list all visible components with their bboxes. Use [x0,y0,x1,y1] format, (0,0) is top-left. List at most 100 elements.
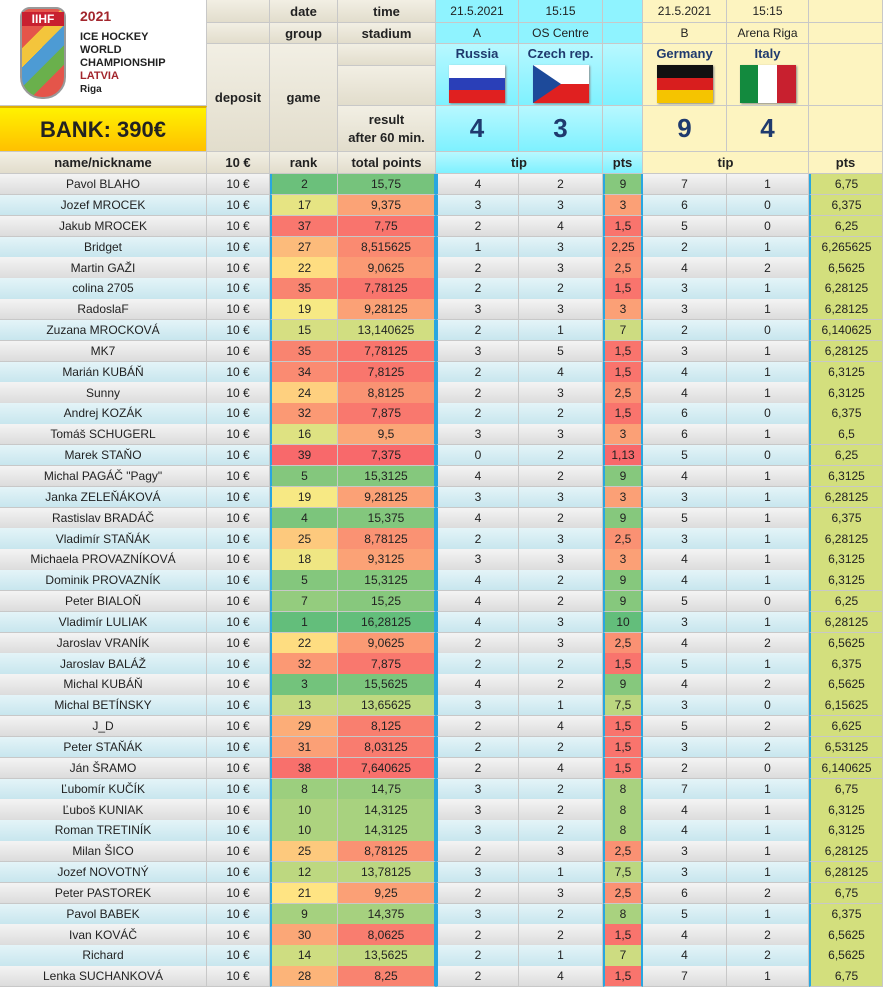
rank: 10 [270,799,338,821]
tip1-away: 2 [519,820,603,842]
rank: 24 [270,382,338,404]
tip2-away: 2 [727,882,809,905]
pts2: 6,3125 [809,361,883,383]
deposit: 10 € [207,174,270,196]
rank: 30 [270,924,338,946]
pts2: 6,375 [809,903,883,925]
pts2: 6,3125 [809,799,883,821]
pts2: 6,25 [809,215,883,238]
pts1: 3 [603,486,643,509]
player-name: Zuzana MROCKOVÁ [0,319,207,342]
deposit: 10 € [207,841,270,863]
result-label-2: after 60 min. [348,129,425,145]
pts1: 9 [603,465,643,488]
tip2-home: 3 [643,695,727,717]
tip1-away: 4 [519,361,603,383]
tip1-away: 2 [519,799,603,821]
tip2-away: 2 [727,257,809,279]
tip1-home: 4 [436,590,519,613]
pts1: 9 [603,507,643,529]
rank: 19 [270,299,338,321]
tip1-home: 4 [436,674,519,696]
tip1-away: 2 [519,903,603,925]
pts2: 6,75 [809,778,883,800]
tip1-home: 2 [436,653,519,675]
blank-cell [338,44,436,66]
player-name: Jaroslav VRANÍK [0,632,207,654]
blank-cell [603,106,643,152]
tip2-home: 4 [643,799,727,821]
rank: 27 [270,236,338,258]
tip1-home: 2 [436,924,519,946]
pts2: 6,140625 [809,757,883,780]
player-name: Vladimír STAŇÁK [0,528,207,550]
pts1: 1,13 [603,445,643,467]
game2-date: 21.5.2021 [643,0,727,23]
tip1-home: 3 [436,549,519,571]
tip1-away: 1 [519,861,603,884]
rank: 32 [270,403,338,425]
tip1-home: 2 [436,716,519,738]
total-points: 14,375 [338,903,436,925]
player-name: Roman TRETINÍK [0,820,207,842]
tip1-away: 3 [519,486,603,509]
deposit: 10 € [207,528,270,550]
logo-year: 2021 [80,7,112,24]
tip1-away: 3 [519,236,603,258]
tip2-home: 4 [643,945,727,967]
player-name: Rastislav BRADÁČ [0,507,207,529]
deposit: 10 € [207,361,270,383]
rank: 35 [270,278,338,300]
total-points: 7,875 [338,403,436,425]
tip1-away: 2 [519,507,603,529]
total-column-header: total points [338,152,436,174]
pts2: 6,28125 [809,611,883,634]
tip1-away: 2 [519,778,603,800]
pts2: 6,28125 [809,340,883,363]
rank: 19 [270,486,338,509]
pts2: 6,375 [809,507,883,529]
total-points: 13,65625 [338,695,436,717]
player-name: Janka ZELEŇÁKOVÁ [0,486,207,509]
player-name: Jozef NOVOTNÝ [0,861,207,884]
logo-country: LATVIA [80,69,119,82]
tip2-away: 1 [727,528,809,550]
pts2: 6,25 [809,590,883,613]
deposit: 10 € [207,403,270,425]
tip2-away: 1 [727,549,809,571]
player-name: Ivan KOVÁČ [0,924,207,946]
tip1-home: 2 [436,528,519,550]
deposit: 10 € [207,736,270,759]
tip2-home: 3 [643,278,727,300]
pts1: 1,5 [603,736,643,759]
tip2-home: 4 [643,549,727,571]
rank: 34 [270,361,338,383]
game1-pts-header: pts [603,152,643,174]
tip2-away: 2 [727,736,809,759]
player-name: RadoslaF [0,299,207,321]
pts1: 9 [603,590,643,613]
deposit: 10 € [207,695,270,717]
pts1: 8 [603,799,643,821]
bank-total: BANK: 390€ [0,106,207,152]
game1-home-team: Russia [436,44,519,106]
tip2-away: 1 [727,236,809,258]
tip2-home: 7 [643,966,727,987]
stadium-header: stadium [338,23,436,44]
logo-line3: CHAMPIONSHIP [80,56,166,69]
germany-flag-icon [656,65,713,104]
total-points: 9,0625 [338,257,436,279]
rank: 10 [270,820,338,842]
total-points: 13,140625 [338,319,436,342]
deposit: 10 € [207,653,270,675]
tip2-home: 4 [643,465,727,488]
pts2: 6,5625 [809,257,883,279]
tip2-home: 3 [643,299,727,321]
pts1: 10 [603,611,643,634]
pts2: 6,5625 [809,632,883,654]
blank-cell [809,44,883,106]
deposit: 10 € [207,465,270,488]
tip2-home: 5 [643,653,727,675]
rank: 22 [270,257,338,279]
tip2-home: 5 [643,716,727,738]
